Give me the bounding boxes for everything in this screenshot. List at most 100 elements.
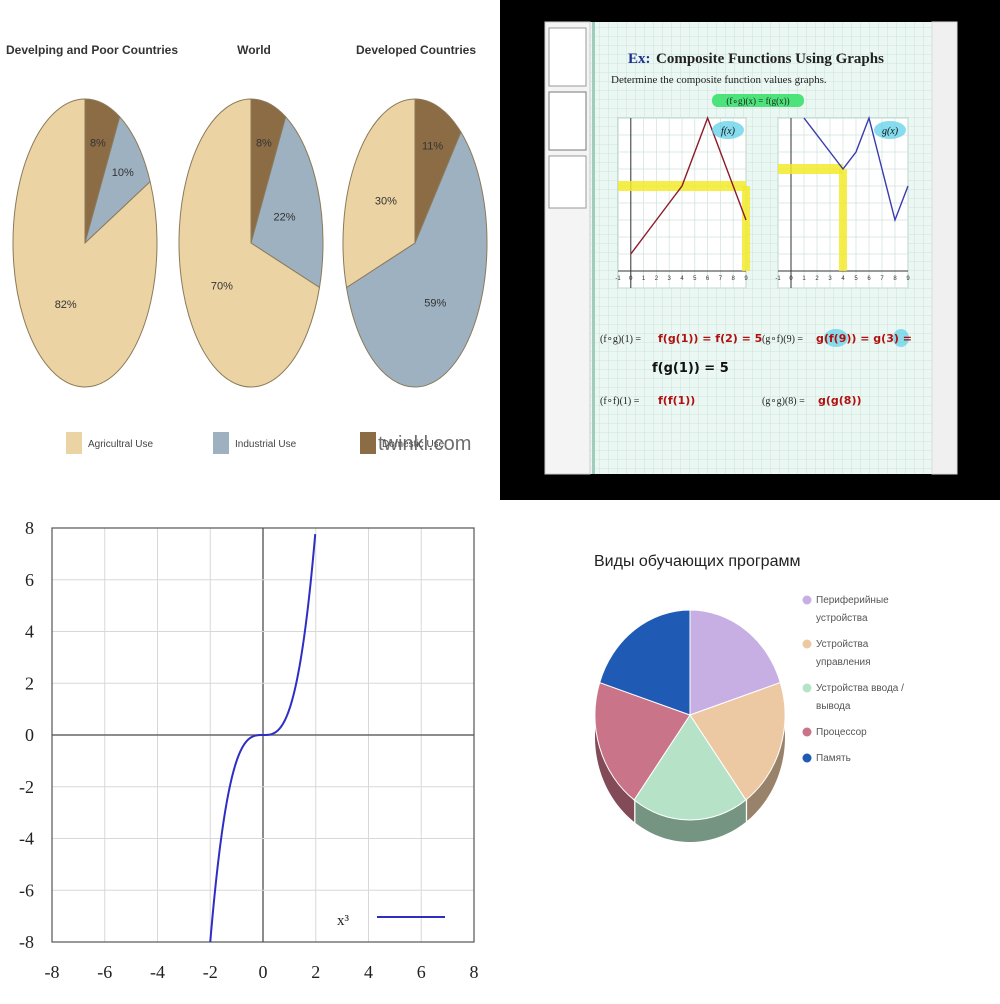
equation-4-work: g(g(8)) <box>818 394 862 407</box>
graph-1-xtick: 3 <box>828 276 832 282</box>
y-tick-label: -4 <box>19 829 34 849</box>
pie-title-training-programs: Виды обучающих программ <box>594 553 800 570</box>
x-tick-label: 2 <box>311 962 320 982</box>
pie-0-label-agricultural: 82% <box>55 299 77 311</box>
equation-2-work: g(f(9)) = g(3) = <box>816 332 912 345</box>
legend-dot-peripheral <box>802 595 812 605</box>
pie-slice-peripheral <box>689 609 781 716</box>
graph-1-xtick: 1 <box>802 276 806 282</box>
x-tick-label: -8 <box>45 962 60 982</box>
graph-1-xtick: 4 <box>841 276 845 282</box>
graph-1-xtick: 9 <box>906 276 910 282</box>
pie-slice-memory <box>599 609 691 716</box>
legend-label-domestic: Domestic Use <box>382 439 445 450</box>
x-tick-label: -4 <box>150 962 165 982</box>
y-tick-label: -6 <box>19 880 34 900</box>
training-pie-svg: Виды обучающих программ Периферийные устр… <box>594 553 904 842</box>
y-tick-label: 6 <box>25 570 34 590</box>
pie-1-slice-agricultural <box>178 98 321 388</box>
graph-1-xtick: 7 <box>880 276 884 282</box>
graph-0-xtick: 5 <box>693 276 697 282</box>
pie-0-slice-industrial <box>84 115 151 245</box>
equation-1-lhs: (f∘g)(1) = <box>600 334 641 345</box>
graph-1-highlight-h <box>778 164 843 174</box>
pie-title-developing: Develping and Poor Countries <box>6 43 178 57</box>
legend-label-peripheral: Периферийные <box>816 594 889 606</box>
graph-0-line <box>630 116 747 255</box>
graph-1-xtick: 6 <box>867 276 871 282</box>
legend-label-memory: Память <box>816 753 851 764</box>
y-tick-label: 4 <box>25 622 34 642</box>
legend-dot-io <box>802 683 812 693</box>
y-tick-label: 8 <box>25 518 34 538</box>
pie-title-world: World <box>237 43 271 57</box>
slide-title-prefix: Ex: <box>628 51 651 67</box>
pie-slice-processor <box>594 681 691 801</box>
pie-side-2 <box>635 799 746 842</box>
graph-1-xtick: 8 <box>893 276 897 282</box>
graph-0-label: f(x) <box>721 126 736 137</box>
legend-label-peripheral: устройства <box>816 613 868 624</box>
slide-thumbnail-2[interactable] <box>548 91 587 151</box>
composite-functions-slide: Ex: Composite Functions Using Graphs Det… <box>500 0 1000 500</box>
training-programs-pie: Виды обучающих программ Периферийные устр… <box>500 500 1000 1000</box>
legend-swatch-industrial <box>213 432 229 454</box>
cubic-function-plot: -8 -6 -4 -2 0 2 4 6 8 8 6 4 2 0 -2 -4 -6 -8 x³ <box>0 500 500 1000</box>
x-tick-label: 4 <box>364 962 373 982</box>
equation-3-work: f(f(1)) <box>658 394 695 407</box>
graph-1-line <box>803 115 909 223</box>
slide-subtitle: Determine the composite function values … <box>611 74 827 86</box>
y-tick-label: 0 <box>25 725 34 745</box>
graph-1-xtick: -1 <box>775 276 781 282</box>
graph-0-xtick: 0 <box>629 276 633 282</box>
legend-dot-control <box>802 639 812 649</box>
graph-0-xtick: 6 <box>706 276 710 282</box>
graph-0-xtick: 4 <box>680 276 684 282</box>
thumbnail-strip <box>544 21 591 475</box>
pie-title-developed: Developed Countries <box>356 43 476 57</box>
legend-label-industrial: Industrial Use <box>235 439 297 450</box>
pie-0-label-domestic: 8% <box>90 138 106 150</box>
pie-slice-control <box>689 681 786 801</box>
x-tick-label: 8 <box>470 962 479 982</box>
legend-swatch-domestic <box>360 432 376 454</box>
pie-1-label-agricultural: 70% <box>211 280 233 292</box>
graph-0-xtick: 9 <box>744 276 748 282</box>
legend-label-control: управления <box>816 657 871 668</box>
legend-label-agricultural: Agricultral Use <box>88 439 153 450</box>
graph-1-label: g(x) <box>882 126 899 137</box>
graph-0-xtick: 1 <box>642 276 646 282</box>
pie-0-slice-agricultural <box>12 98 158 388</box>
legend-label-x-cubed: x³ <box>337 913 350 929</box>
graph-1-highlight-v <box>839 169 847 271</box>
y-tick-label: -2 <box>19 777 34 797</box>
watermark: twinkl.com <box>378 433 471 455</box>
graph-1-xtick: 2 <box>815 276 819 282</box>
legend-label-io: вывода <box>816 701 851 712</box>
equation-1-work: f(g(1)) = f(2) = 5 <box>658 332 762 345</box>
pie-1-label-domestic: 8% <box>256 138 272 150</box>
graph-0-xtick: -1 <box>615 276 621 282</box>
pie-2-label-industrial: 59% <box>424 298 446 310</box>
pie-2-slice-domestic <box>414 98 462 244</box>
x-tick-label: 6 <box>417 962 426 982</box>
x-tick-label: -2 <box>203 962 218 982</box>
y-tick-label: 2 <box>25 673 34 693</box>
legend-dot-memory <box>802 753 812 763</box>
pie-1-label-industrial: 22% <box>273 211 295 223</box>
legend-dot-processor <box>802 727 812 737</box>
pie-2-label-domestic: 11% <box>422 140 443 152</box>
definition-highlight <box>712 94 804 107</box>
legend-label-control: Устройства <box>816 639 869 650</box>
graph-0-xtick: 8 <box>732 276 736 282</box>
pie-2-slice-industrial <box>345 130 488 388</box>
pie-slice-io <box>633 714 747 821</box>
slide-thumbnail-3[interactable] <box>548 155 587 209</box>
slide-thumbnail-1[interactable] <box>548 27 587 87</box>
equation-4-lhs: (g∘g)(8) = <box>762 396 805 407</box>
legend-label-io: Устройства ввода / <box>816 683 904 694</box>
cubic-curve <box>209 534 317 943</box>
graph-0-highlight-v <box>742 186 750 271</box>
graph-1-xtick: 0 <box>789 276 793 282</box>
legend-label-processor: Процессор <box>816 727 867 738</box>
